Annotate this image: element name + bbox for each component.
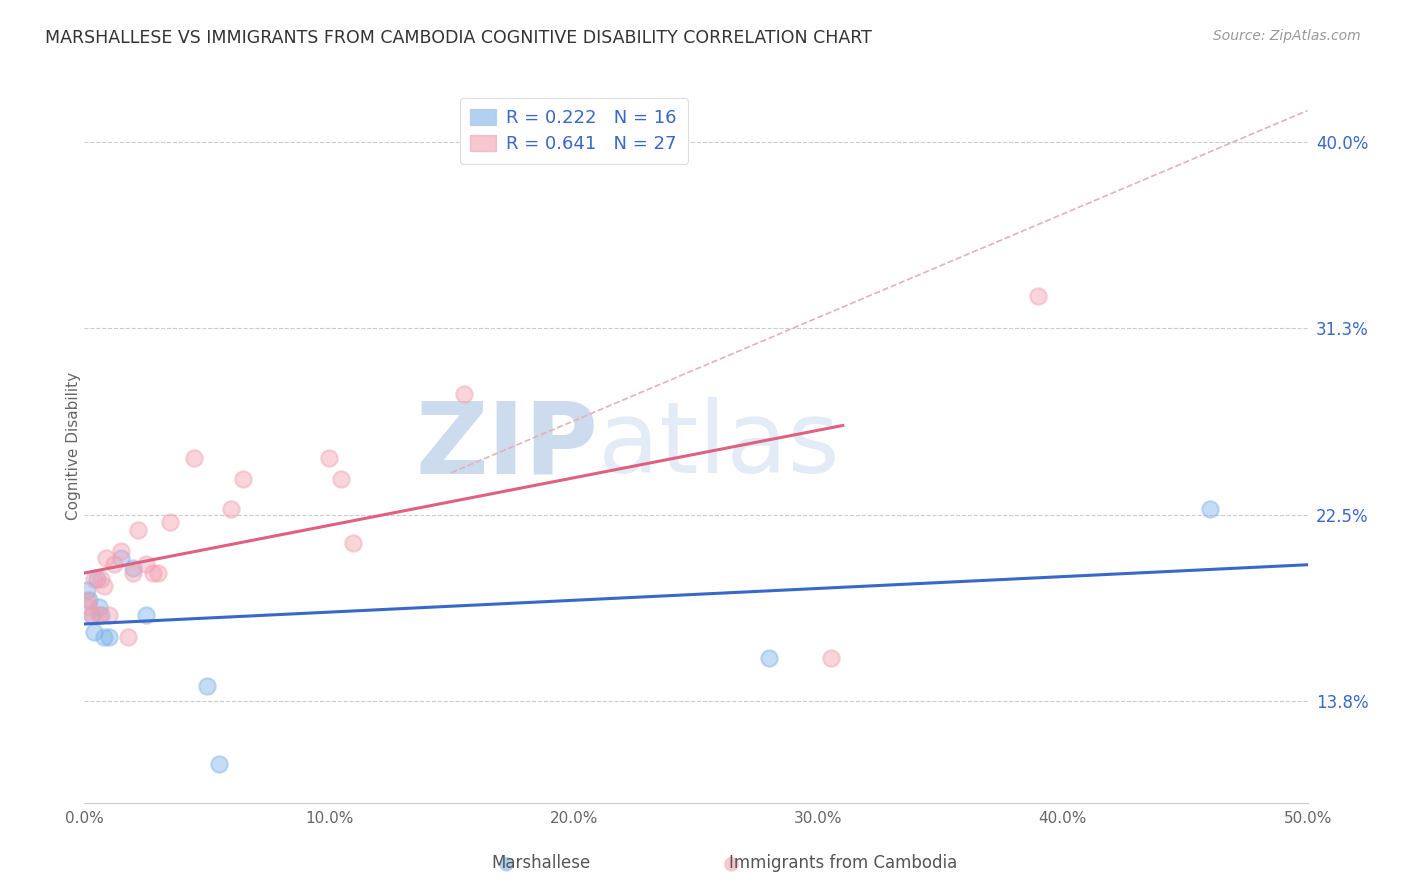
Point: [90, 608, 112, 623]
Point: [195, 679, 218, 693]
Legend: R = 0.222   N = 16, R = 0.641   N = 27: R = 0.222 N = 16, R = 0.641 N = 27: [460, 98, 688, 163]
Text: Source: ZipAtlas.com: Source: ZipAtlas.com: [1213, 29, 1361, 43]
Point: [87, 599, 110, 614]
Point: [96, 550, 118, 565]
Point: [758, 651, 780, 665]
Text: Marshallese: Marshallese: [492, 855, 591, 872]
Point: [1198, 501, 1220, 516]
Point: [83, 625, 105, 640]
Point: [87, 608, 110, 623]
Point: [219, 501, 242, 516]
Point: [183, 450, 205, 465]
Point: [76, 582, 98, 597]
Text: ZIP: ZIP: [415, 398, 598, 494]
Point: [1028, 289, 1050, 303]
Point: [318, 450, 340, 465]
Point: [820, 651, 842, 665]
Point: [110, 544, 132, 558]
Point: [127, 523, 149, 537]
Y-axis label: Cognitive Disability: Cognitive Disability: [66, 372, 80, 520]
Point: [342, 536, 364, 550]
Point: [146, 566, 169, 580]
Point: [103, 558, 125, 572]
Point: [122, 561, 145, 575]
Point: [208, 757, 231, 772]
Text: ●: ●: [723, 854, 740, 873]
Point: [330, 472, 353, 486]
Point: [97, 630, 120, 644]
Point: [122, 566, 145, 580]
Point: [93, 578, 115, 592]
Point: [80, 608, 103, 623]
Point: [80, 608, 103, 623]
Point: [83, 572, 105, 586]
Text: atlas: atlas: [598, 398, 839, 494]
Point: [232, 472, 254, 486]
Text: MARSHALLESE VS IMMIGRANTS FROM CAMBODIA COGNITIVE DISABILITY CORRELATION CHART: MARSHALLESE VS IMMIGRANTS FROM CAMBODIA …: [45, 29, 872, 46]
Text: Immigrants from Cambodia: Immigrants from Cambodia: [730, 855, 957, 872]
Point: [86, 572, 108, 586]
Point: [90, 572, 112, 586]
Point: [135, 608, 157, 623]
Point: [93, 630, 115, 644]
Text: ●: ●: [498, 854, 515, 873]
Point: [76, 593, 98, 607]
Point: [159, 515, 181, 529]
Point: [77, 593, 100, 607]
Point: [77, 599, 100, 614]
Point: [135, 558, 157, 572]
Point: [453, 386, 475, 401]
Point: [142, 566, 165, 580]
Point: [117, 630, 139, 644]
Point: [97, 608, 120, 623]
Point: [110, 550, 132, 565]
